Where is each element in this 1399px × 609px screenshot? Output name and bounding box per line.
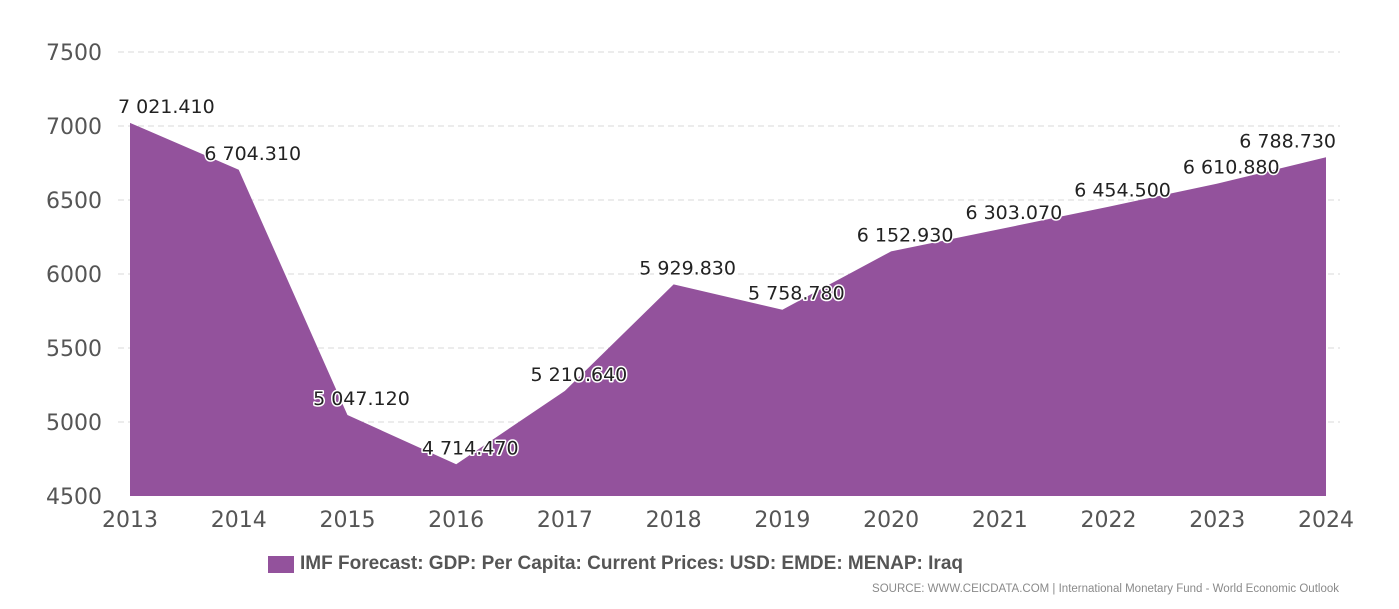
x-tick-label: 2020 (863, 508, 919, 533)
data-label-2015: 5 047.120 (313, 388, 410, 410)
area-series (124, 117, 1332, 496)
data-point-2015[interactable] (341, 409, 353, 421)
data-label-2017: 5 210.640 (531, 364, 628, 386)
x-tick-label: 2014 (211, 508, 267, 533)
y-tick-label: 6000 (46, 263, 102, 288)
y-tick-label: 7000 (46, 115, 102, 140)
x-tick-label: 2015 (319, 508, 375, 533)
y-tick-label: 6500 (46, 189, 102, 214)
y-tick-label: 7500 (46, 41, 102, 66)
x-tick-label: 2022 (1081, 508, 1137, 533)
data-point-2020[interactable] (885, 245, 897, 257)
data-point-2021[interactable] (994, 223, 1006, 235)
data-label-2019: 5 758.780 (748, 283, 845, 305)
data-labels: 7 021.410 6 704.310 5 047.120 4 714.470 5 21… (117, 94, 1338, 460)
x-tick-label: 2018 (646, 508, 702, 533)
x-tick-label: 2023 (1189, 508, 1245, 533)
x-tick-label: 2016 (428, 508, 484, 533)
data-label-2024: 6 788.730 (1239, 130, 1336, 152)
y-tick-label: 4500 (46, 485, 102, 510)
data-label-2021: 6 303.070 (965, 202, 1062, 224)
y-axis-ticks: 7500 7000 6500 6000 5500 5000 4500 (46, 41, 102, 510)
data-label-2016: 4 714.470 (422, 437, 519, 459)
area-fill (130, 122, 1326, 496)
data-point-2024[interactable] (1320, 151, 1332, 163)
x-tick-label: 2019 (754, 508, 810, 533)
legend-label: IMF Forecast: GDP: Per Capita: Current P… (300, 553, 963, 574)
legend-swatch (268, 555, 294, 573)
data-label-2022: 6 454.500 (1074, 180, 1171, 202)
x-tick-label: 2024 (1298, 508, 1354, 533)
x-tick-label: 2013 (102, 508, 158, 533)
data-point-2018[interactable] (668, 278, 680, 290)
data-point-2019[interactable] (776, 304, 788, 316)
data-label-2020: 6 152.930 (857, 224, 954, 246)
legend[interactable]: IMF Forecast: GDP: Per Capita: Current P… (268, 553, 963, 575)
data-label-2014: 6 704.310 (204, 143, 301, 165)
y-tick-label: 5500 (46, 337, 102, 362)
data-point-2013[interactable] (124, 117, 136, 129)
x-tick-label: 2021 (972, 508, 1028, 533)
x-axis-ticks: 2013 2014 2015 2016 2017 2018 2019 2020 2021 2022… (102, 508, 1354, 533)
data-point-2017[interactable] (559, 385, 571, 397)
x-tick-label: 2017 (537, 508, 593, 533)
y-tick-label: 5000 (46, 411, 102, 436)
data-point-2016[interactable] (450, 458, 462, 470)
data-label-2023: 6 610.880 (1183, 157, 1280, 179)
data-point-2014[interactable] (233, 164, 245, 176)
data-label-2013: 7 021.410 (118, 96, 215, 118)
data-point-2023[interactable] (1211, 178, 1223, 190)
source-note: SOURCE: WWW.CEICDATA.COM | International… (872, 583, 1339, 595)
data-point-2022[interactable] (1103, 201, 1115, 213)
data-label-2018: 5 929.830 (639, 257, 736, 279)
